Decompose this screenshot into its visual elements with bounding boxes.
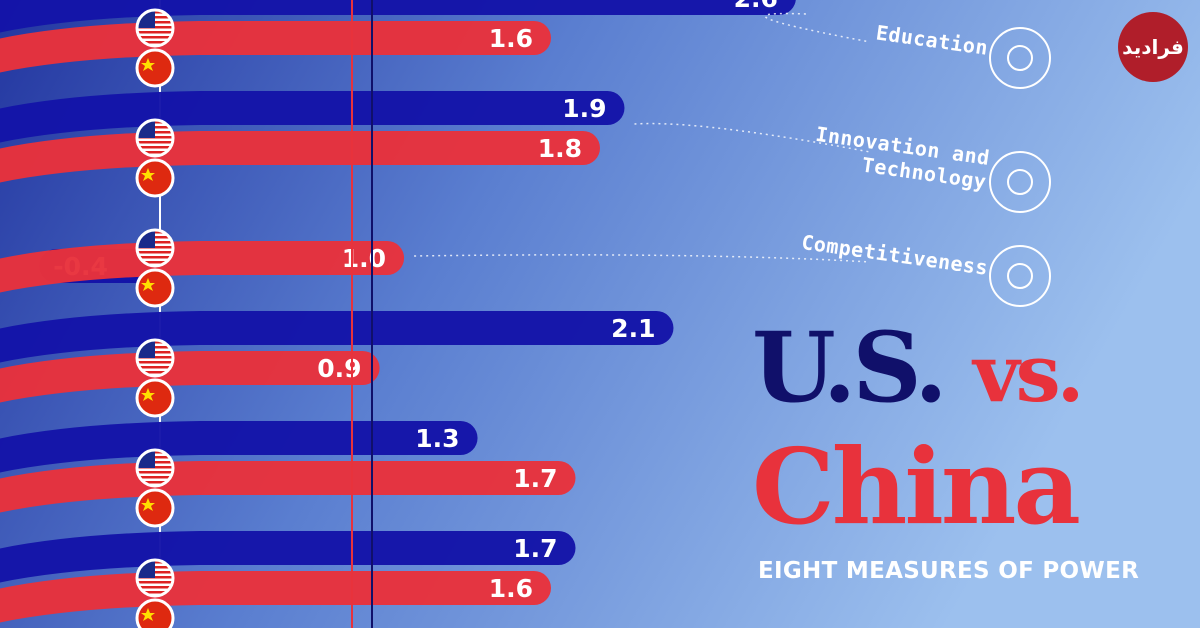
flag-us xyxy=(135,118,175,158)
icon xyxy=(989,151,1051,213)
flag-body xyxy=(138,11,172,44)
stripe xyxy=(138,476,172,479)
stripe xyxy=(138,141,172,144)
stripe xyxy=(138,366,172,369)
value-label: 1.3 xyxy=(415,424,459,453)
flag-bg xyxy=(135,268,175,308)
value-label: 1.8 xyxy=(538,134,582,163)
icons xyxy=(414,12,1051,307)
star xyxy=(141,168,155,181)
flags xyxy=(135,8,175,628)
value-label: 2.6 xyxy=(734,0,778,13)
value-label: 1.7 xyxy=(513,534,557,563)
star xyxy=(141,498,155,511)
stripe xyxy=(138,261,172,264)
flag-bg xyxy=(135,488,175,528)
stripe xyxy=(138,591,172,594)
flag-ring xyxy=(135,338,175,378)
flag-bg xyxy=(135,378,175,418)
flag-china xyxy=(135,268,175,308)
bar xyxy=(0,531,576,583)
flag-china xyxy=(135,378,175,418)
star xyxy=(141,58,155,71)
flag-china xyxy=(135,488,175,528)
value-label: 1.6 xyxy=(489,24,533,53)
value-label: 1.9 xyxy=(562,94,606,123)
title: U.S. vs. xyxy=(752,318,1084,423)
flag-ring xyxy=(135,448,175,488)
flag-us xyxy=(135,8,175,48)
flag-ring xyxy=(135,118,175,158)
flag-ring xyxy=(135,558,175,598)
stripe xyxy=(138,151,172,154)
stripe xyxy=(138,471,172,474)
flag-china xyxy=(135,598,175,628)
stripe xyxy=(138,256,172,259)
icon xyxy=(989,245,1051,307)
flag-us xyxy=(135,448,175,488)
flag-us xyxy=(135,338,175,378)
bar xyxy=(0,351,380,403)
star xyxy=(141,278,155,291)
icon xyxy=(989,27,1051,89)
value-label: 1.6 xyxy=(489,574,533,603)
flag-bg xyxy=(135,598,175,628)
stripe xyxy=(138,586,172,589)
flag-us xyxy=(135,228,175,268)
flag-ring xyxy=(135,8,175,48)
flag-bg xyxy=(135,48,175,88)
flag-body xyxy=(138,451,172,484)
connector xyxy=(634,122,871,153)
subtitle: EIGHT MEASURES OF POWER xyxy=(758,558,1140,584)
star xyxy=(141,608,155,621)
flag-ring xyxy=(135,228,175,268)
stripe xyxy=(138,251,172,254)
value-label: 1.0 xyxy=(342,244,386,273)
title-part: China xyxy=(752,425,1081,548)
stripe xyxy=(138,146,172,149)
stripe xyxy=(138,31,172,34)
bar xyxy=(0,0,796,33)
flag-us xyxy=(135,558,175,598)
bar xyxy=(0,421,478,473)
bar xyxy=(0,241,405,293)
bar xyxy=(0,311,674,363)
value-label: 0.9 xyxy=(317,354,361,383)
title-part: vs. xyxy=(973,326,1084,420)
value-label: 1.7 xyxy=(513,464,557,493)
stripe xyxy=(138,371,172,374)
icon-glyph xyxy=(1007,45,1033,71)
stripe xyxy=(138,481,172,484)
stripe xyxy=(138,361,172,364)
icon-glyph xyxy=(1007,169,1033,195)
stripe xyxy=(138,581,172,584)
value-label: 2.1 xyxy=(611,314,655,343)
title-part: U.S. xyxy=(752,311,948,424)
logo: فرادید xyxy=(1118,12,1188,82)
flag-china xyxy=(135,158,175,198)
star xyxy=(141,388,155,401)
bar xyxy=(0,91,625,143)
stripe xyxy=(138,36,172,39)
flag-bg xyxy=(135,158,175,198)
icon-glyph xyxy=(1007,263,1033,289)
stripe xyxy=(138,41,172,44)
flag-china xyxy=(135,48,175,88)
